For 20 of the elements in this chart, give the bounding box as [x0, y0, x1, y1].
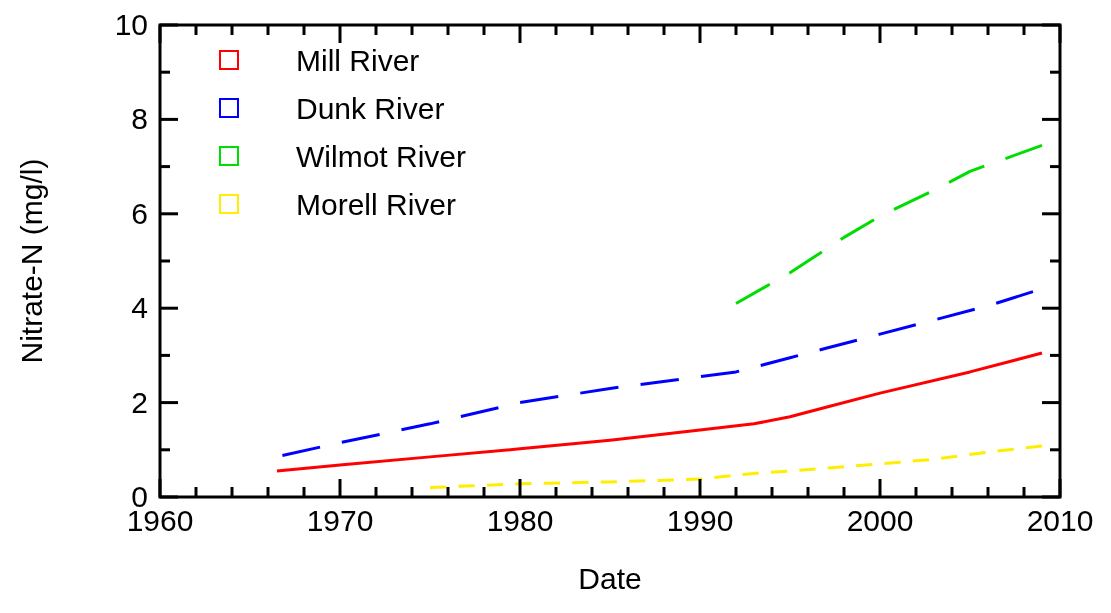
legend-label: Wilmot River	[296, 140, 466, 173]
legend-label: Mill River	[296, 44, 420, 77]
line-series	[734, 143, 1044, 305]
x-tick-label: 2000	[846, 504, 914, 537]
x-tick-label: 1970	[306, 504, 374, 537]
legend-label: Morell River	[296, 188, 457, 221]
y-tick-label: 2	[131, 385, 148, 419]
line-series	[428, 444, 1044, 490]
y-tick-label: 10	[114, 8, 148, 41]
y-tick-label: 6	[131, 196, 148, 230]
line-series	[275, 351, 1044, 473]
x-axis-title: Date	[578, 562, 642, 595]
x-tick-label: 1980	[486, 504, 554, 537]
y-axis-title: Nitrate-N (mg/l)	[15, 158, 48, 364]
legend-label: Dunk River	[296, 92, 445, 125]
y-tick-label: 8	[131, 102, 148, 136]
line-series	[280, 290, 1035, 457]
y-tick-label: 4	[131, 291, 148, 325]
x-tick-label: 1990	[666, 504, 734, 537]
x-tick-label: 2010	[1026, 504, 1094, 537]
